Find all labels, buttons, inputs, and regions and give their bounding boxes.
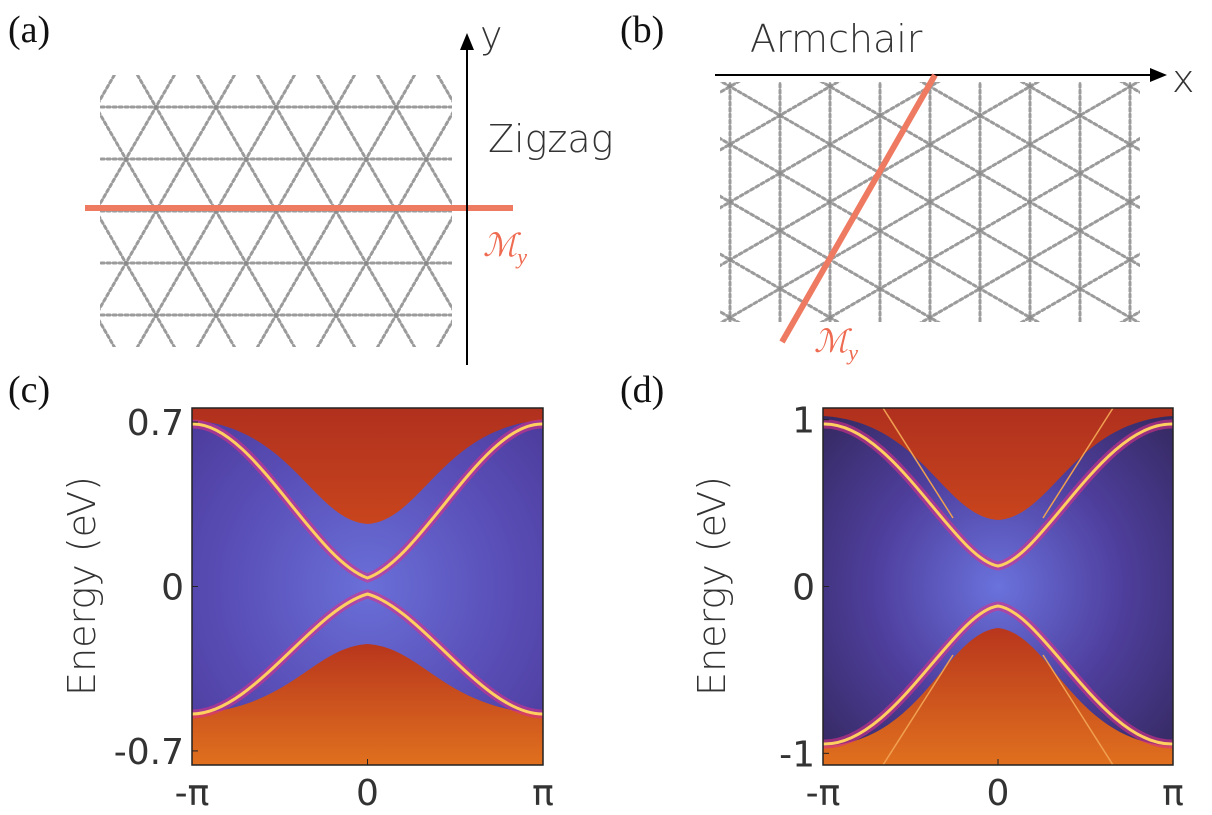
- lattice-bond: [286, 0, 1124, 54]
- lattice-bond: [819, 82, 1140, 268]
- lattice-bond: [819, 136, 1140, 322]
- y-tick-label: -1: [779, 734, 815, 775]
- lattice-bond: [100, 75, 177, 207]
- lattice-bond: [100, 215, 177, 347]
- lattice: [261, 0, 1212, 322]
- x-tick-label: 0: [987, 773, 1010, 814]
- axis-label: x: [1172, 57, 1195, 101]
- x-tick-label: -π: [175, 773, 210, 814]
- edge-label: Armchair: [750, 17, 923, 61]
- arrow-head: [1150, 68, 1167, 82]
- mirror-label: ℳy: [483, 227, 527, 269]
- mirror-symbol: ℳ: [483, 227, 522, 263]
- y-tick-label: -0.7: [114, 732, 184, 773]
- panel-label: (b): [620, 9, 664, 51]
- edge-state: [822, 422, 1174, 568]
- mirror-subscript: y: [515, 244, 527, 269]
- y-axis-label: Energy (eV): [690, 476, 734, 696]
- lattice-bond: [636, 0, 1212, 227]
- mirror-symbol: ℳ: [814, 323, 853, 359]
- lattice-bond: [0, 0, 93, 362]
- y-tick-label: 0: [792, 568, 815, 609]
- lattice-bond: [720, 194, 941, 322]
- mirror-label: ℳy: [814, 323, 858, 365]
- panel-label: (d): [620, 369, 664, 411]
- edge-label: Zigzag: [488, 117, 613, 161]
- bulk-region: [823, 408, 1173, 520]
- spectrum: [191, 407, 544, 766]
- lattice-bond: [100, 75, 237, 311]
- lattice-bond: [720, 82, 1041, 268]
- ticks: -0.7 0 0.7 -π 0 π -1 0 1 -π 0 π: [114, 401, 1184, 814]
- lattice-bond: [720, 136, 1041, 322]
- panel-label: (c): [8, 369, 50, 411]
- bulk-region: [192, 644, 543, 765]
- mirror-subscript: y: [846, 340, 858, 365]
- lattice-bond: [255, 75, 417, 347]
- bulk-region: [823, 628, 1173, 765]
- x-tick-label: -π: [806, 773, 841, 814]
- lattice-bond: [761, 0, 1212, 11]
- y-tick-label: 1: [792, 401, 815, 442]
- x-tick-label: π: [1162, 773, 1184, 814]
- edge-state: [822, 604, 1174, 746]
- lattice-bond: [135, 75, 297, 347]
- lattice-bond: [375, 215, 452, 347]
- lattice-bond: [0, 60, 93, 815]
- edge-state: [882, 407, 1114, 766]
- edge-state: [191, 592, 544, 716]
- lattice-bond: [255, 75, 417, 347]
- y-tick-label: 0.7: [127, 403, 184, 444]
- y-tick-label: 0: [161, 568, 184, 609]
- mirror-line: [779, 73, 938, 344]
- axis-label: y: [480, 13, 503, 57]
- arrow-head: [460, 33, 474, 50]
- lattice-bond: [261, 0, 1099, 11]
- lattice-bond: [135, 75, 297, 347]
- lattice-bond: [375, 75, 452, 207]
- bulk-region: [192, 408, 543, 524]
- lattice-bond: [315, 111, 452, 347]
- x-tick-label: 0: [356, 773, 379, 814]
- spectrum: [822, 407, 1174, 766]
- y-axis-label: Energy (eV): [60, 476, 104, 696]
- lattice-bond: [720, 82, 1140, 322]
- edge-state: [191, 422, 544, 580]
- lattice-bond: [720, 82, 1140, 322]
- panel-label: (a): [8, 9, 50, 51]
- x-tick-label: π: [532, 773, 554, 814]
- lattice-bond: [919, 82, 1140, 210]
- lattice-bond: [0, 0, 138, 388]
